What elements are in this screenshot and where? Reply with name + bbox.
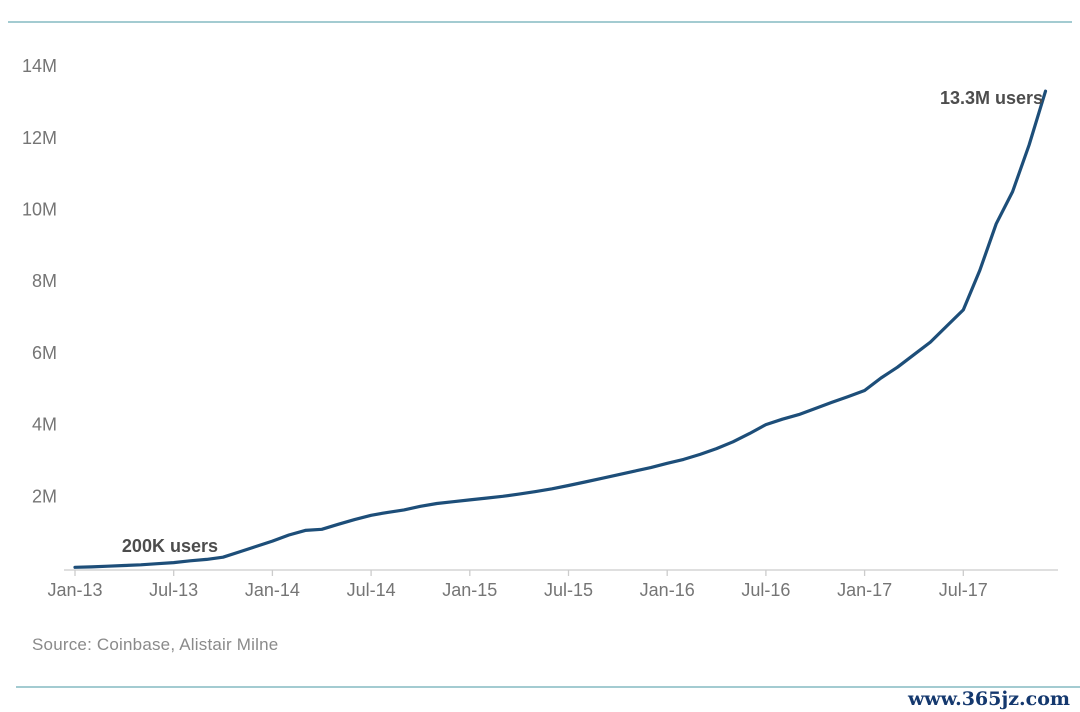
x-tick-label: Jan-15 (442, 580, 497, 600)
watermark-link[interactable]: www.365jz.com (907, 688, 1070, 710)
x-tick-label: Jan-17 (837, 580, 892, 600)
y-tick-label: 8M (32, 271, 57, 291)
y-tick-label: 6M (32, 343, 57, 363)
top-divider (8, 21, 1072, 23)
y-tick-label: 4M (32, 415, 57, 435)
y-tick-label: 2M (32, 486, 57, 506)
x-tick-label: Jan-13 (47, 580, 102, 600)
bottom-divider (16, 686, 1080, 688)
y-tick-label: 14M (22, 56, 57, 76)
x-tick-label: Jul-15 (544, 580, 593, 600)
x-tick-label: Jul-17 (939, 580, 988, 600)
y-tick-label: 12M (22, 128, 57, 148)
x-tick-label: Jul-13 (149, 580, 198, 600)
source-credit: Source: Coinbase, Alistair Milne (32, 635, 279, 654)
line-chart: Jan-13 Jul-13 Jan-14 Jul-14 Jan-15 Jul-15 Jan-… (22, 56, 1058, 600)
y-tick-label: 10M (22, 200, 57, 220)
x-axis-labels: Jan-13 Jul-13 Jan-14 Jul-14 Jan-15 Jul-15 Jan-… (47, 580, 987, 600)
x-tick-label: Jul-14 (347, 580, 396, 600)
y-axis-labels: 2M 4M 6M 8M 10M 12M 14M (22, 56, 57, 506)
data-annotation: 200K users (122, 536, 218, 556)
users-line-series (73, 89, 1048, 569)
x-tick-label: Jan-14 (245, 580, 300, 600)
x-tick-label: Jan-16 (640, 580, 695, 600)
x-tick-label: Jul-16 (741, 580, 790, 600)
data-annotation: 13.3M users (940, 88, 1043, 108)
x-axis (64, 569, 1058, 576)
